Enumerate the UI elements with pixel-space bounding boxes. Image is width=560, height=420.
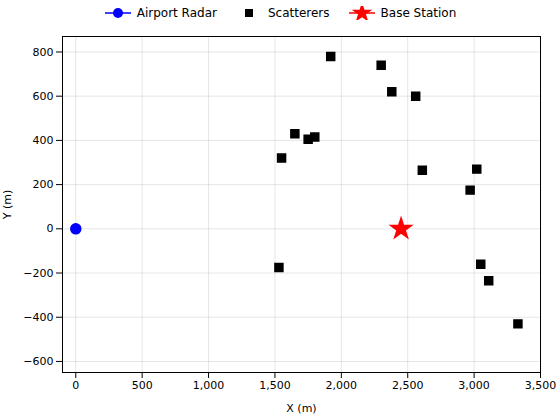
svg-text:200: 200 [33, 178, 54, 191]
html-text:Airport Radar: Airport Radar [136, 6, 217, 20]
svg-text:3,500: 3,500 [525, 379, 557, 392]
svg-text:800: 800 [33, 45, 54, 58]
svg-text:1,500: 1,500 [259, 379, 291, 392]
svg-text:−600: −600 [23, 355, 53, 368]
svg-text:−400: −400 [23, 311, 53, 324]
svg-text:2,500: 2,500 [392, 379, 424, 392]
svg-text:500: 500 [132, 379, 153, 392]
svg-text:600: 600 [33, 90, 54, 103]
html-text:Base Station: Base Station [380, 6, 457, 20]
svg-text:0: 0 [72, 379, 79, 392]
svg-text:X (m): X (m) [286, 402, 316, 415]
html-text:Scatterers: Scatterers [268, 6, 330, 20]
svg-text:−200: −200 [23, 267, 53, 280]
svg-text:Y (m): Y (m) [1, 190, 14, 221]
svg-text:400: 400 [33, 134, 54, 147]
svg-text:3,000: 3,000 [458, 379, 490, 392]
svg-text:2,000: 2,000 [326, 379, 358, 392]
svg-text:0: 0 [47, 222, 54, 235]
svg-text:1,000: 1,000 [193, 379, 225, 392]
